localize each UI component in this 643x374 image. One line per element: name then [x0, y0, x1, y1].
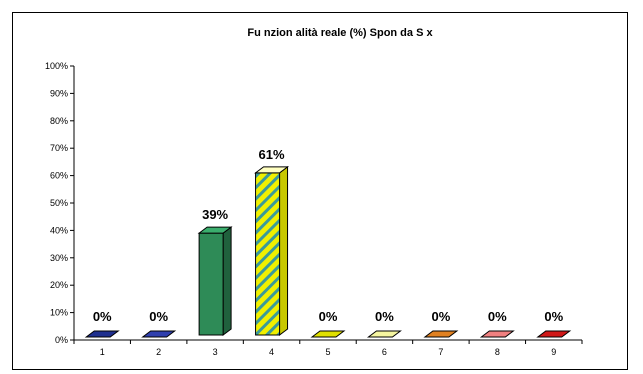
bar-front	[255, 172, 281, 336]
y-tick-label: 60%	[50, 171, 68, 181]
bar-flat	[423, 330, 459, 338]
data-label: 39%	[202, 207, 228, 222]
bar-9	[536, 330, 572, 338]
x-tick-label: 1	[100, 347, 105, 357]
bar-4	[254, 165, 290, 336]
data-label: 0%	[93, 309, 112, 324]
bar-front	[198, 232, 224, 336]
data-labels-group: 0% 0% 39% 61% 0% 0% 0% 0% 0%	[93, 147, 564, 324]
bar-2	[141, 330, 177, 338]
data-label: 0%	[488, 309, 507, 324]
y-tick-label: 50%	[50, 198, 68, 208]
y-tick-label: 30%	[50, 253, 68, 263]
bar-top	[254, 166, 290, 174]
data-label: 0%	[431, 309, 450, 324]
bar-side	[279, 165, 289, 336]
bar-flat	[141, 330, 177, 338]
x-tick-label: 3	[213, 347, 218, 357]
bar-flat	[310, 330, 346, 338]
y-tick-label: 0%	[55, 335, 68, 345]
bar-5	[310, 330, 346, 338]
y-tick-label: 20%	[50, 280, 68, 290]
data-label: 0%	[375, 309, 394, 324]
bar-flat	[366, 330, 402, 338]
y-tick-label: 100%	[45, 61, 68, 71]
x-tick-label: 6	[382, 347, 387, 357]
y-tick-label: 10%	[50, 308, 68, 318]
y-tick-label: 80%	[50, 116, 68, 126]
axes: 0%10%20%30%40%50%60%70%80%90%100%1 2 3 4 5 6 7…	[45, 61, 583, 357]
bar-1	[84, 330, 120, 338]
bar-flat	[84, 330, 120, 338]
data-label: 0%	[149, 309, 168, 324]
bars-group	[84, 165, 572, 338]
x-tick-label: 5	[325, 347, 330, 357]
y-tick-label: 40%	[50, 225, 68, 235]
bar-flat	[536, 330, 572, 338]
bar-7	[423, 330, 459, 338]
bar-6	[366, 330, 402, 338]
data-label: 61%	[259, 147, 285, 162]
chart-frame	[12, 12, 628, 370]
bar-8	[479, 330, 515, 338]
data-label: 0%	[319, 309, 338, 324]
bar-top	[197, 226, 233, 234]
chart-title: Fu nzion alità reale (%) Spon da S x	[247, 27, 433, 39]
x-tick-label: 9	[551, 347, 556, 357]
bar-flat	[479, 330, 515, 338]
x-tick-label: 8	[495, 347, 500, 357]
y-tick-label: 90%	[50, 88, 68, 98]
x-tick-label: 4	[269, 347, 274, 357]
x-tick-label: 2	[156, 347, 161, 357]
x-tick-label: 7	[438, 347, 443, 357]
bar-side	[222, 226, 232, 336]
y-tick-label: 70%	[50, 143, 68, 153]
data-label: 0%	[544, 309, 563, 324]
bar-3	[197, 226, 233, 336]
